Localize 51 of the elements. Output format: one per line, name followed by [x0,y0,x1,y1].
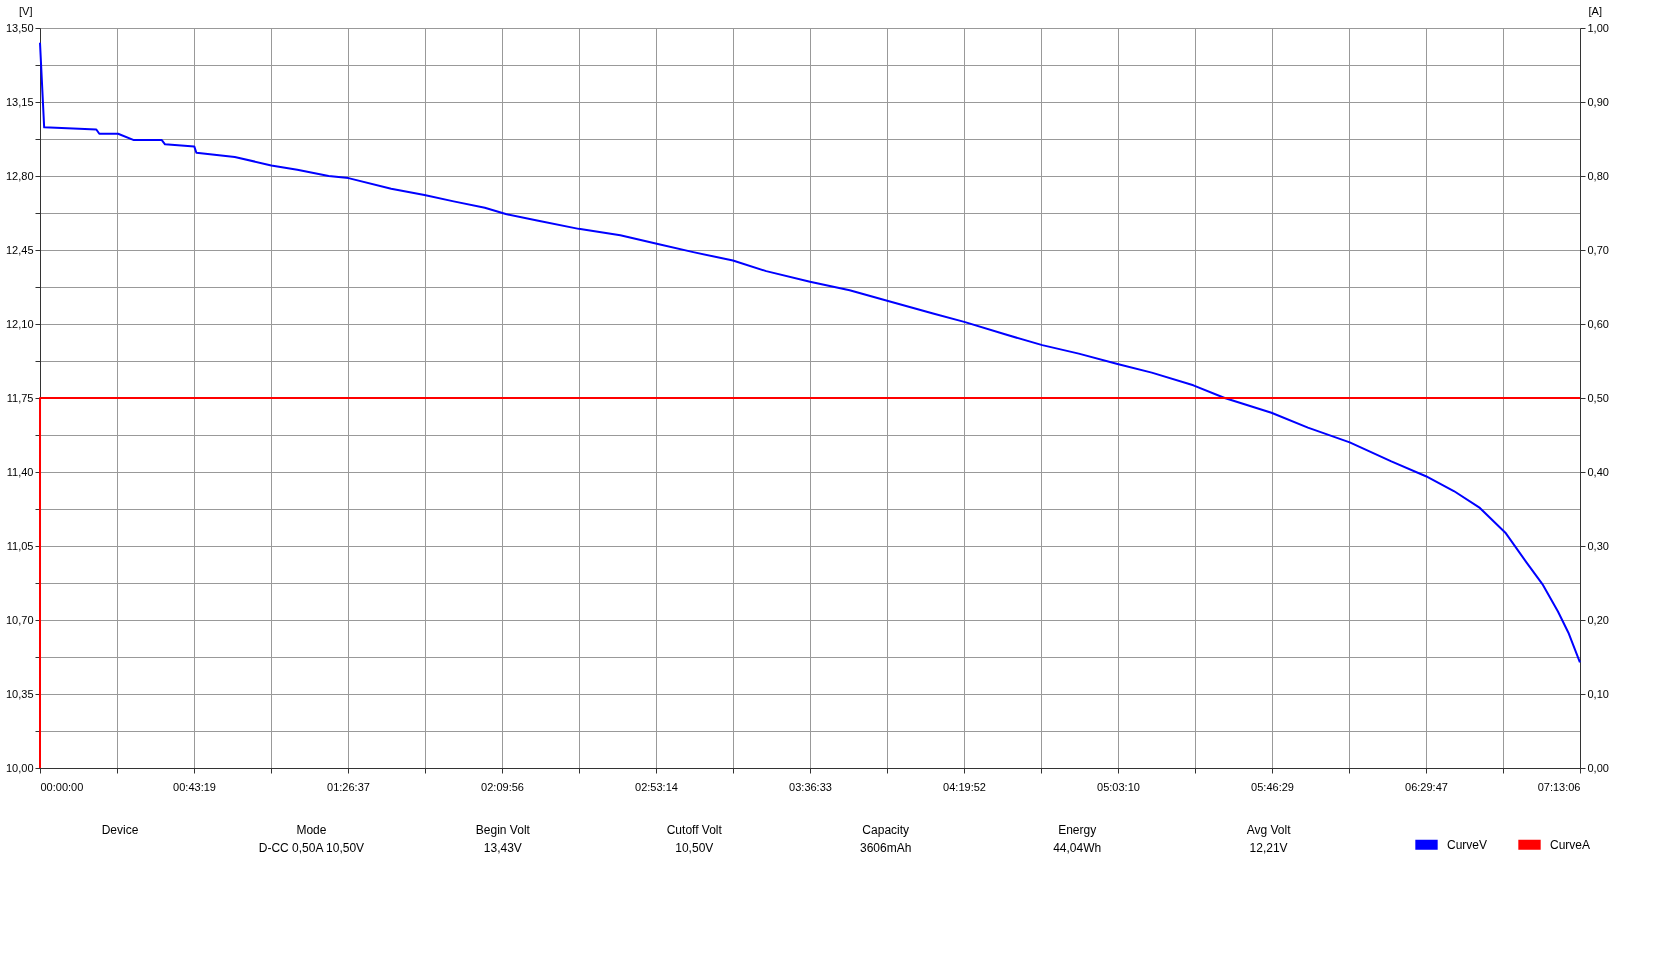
line-series [39,41,1581,664]
text: 3606mAh [860,841,912,855]
y-tick-label: 12,45 [5,243,34,256]
x-tick-label: 05:46:29 [1251,780,1294,793]
x-tick-label: 07:13:06 [1537,780,1581,793]
x-tick-label: 03:36:33 [789,780,832,793]
y2-tick-label: 0,90 [1587,95,1609,108]
y2-tick-label: 0,70 [1587,243,1609,256]
y2-axis-title: [A] [1588,4,1602,17]
text: Mode [296,823,327,837]
text: Device [101,823,139,837]
y-tick-label: 12,10 [5,317,34,330]
x-tick-label: 02:09:56 [481,780,524,793]
y-tick-label: 10,70 [5,613,34,626]
y2-tick-label: 0,50 [1587,391,1609,404]
y2-tick-label: 0,30 [1587,539,1609,552]
x-tick-label: 01:26:37 [327,780,370,793]
y-tick-label: 13,50 [5,21,34,34]
text: Energy [1058,823,1097,837]
x-tick-label: 04:19:52 [943,780,986,793]
text: D-CC 0,50A 10,50V [258,841,365,855]
text: Begin Volt [475,823,531,837]
legend-label: CurveV [1447,837,1488,852]
y-tick-label: 11,05 [6,539,34,552]
legend-label: CurveA [1550,837,1591,852]
y-tick-label: 10,00 [5,761,34,774]
text: 44,04Wh [1053,841,1102,855]
y2-tick-label: 0,20 [1587,613,1609,626]
y-tick-label: 12,80 [5,169,34,182]
x-tick-label: 00:00:00 [40,780,84,793]
y2-tick-label: 0,40 [1587,465,1609,478]
text: 13,43V [483,841,522,855]
y-tick-label: 11,75 [6,391,34,404]
y-axis-title: [V] [19,4,33,17]
y2-tick-label: 1,00 [1587,21,1609,34]
text: Cutoff Volt [666,823,723,837]
y-tick-label: 10,35 [5,687,34,700]
x-tick-label: 02:53:14 [635,780,678,793]
y2-tick-label: 0,60 [1587,317,1609,330]
y-tick-label: 11,40 [6,465,34,478]
y2-tick-label: 0,10 [1587,687,1609,700]
y2-tick-label: 0,80 [1587,169,1609,182]
text: 10,50V [675,841,714,855]
x-tick-label: 00:43:19 [173,780,216,793]
text: 12,21V [1249,841,1288,855]
y2-tick-label: 0,00 [1587,761,1609,774]
x-tick-label: 06:29:47 [1405,780,1448,793]
text: Capacity [862,823,910,837]
y-tick-label: 13,15 [5,95,34,108]
x-tick-label: 05:03:10 [1097,780,1140,793]
text: Avg Volt [1246,823,1292,837]
